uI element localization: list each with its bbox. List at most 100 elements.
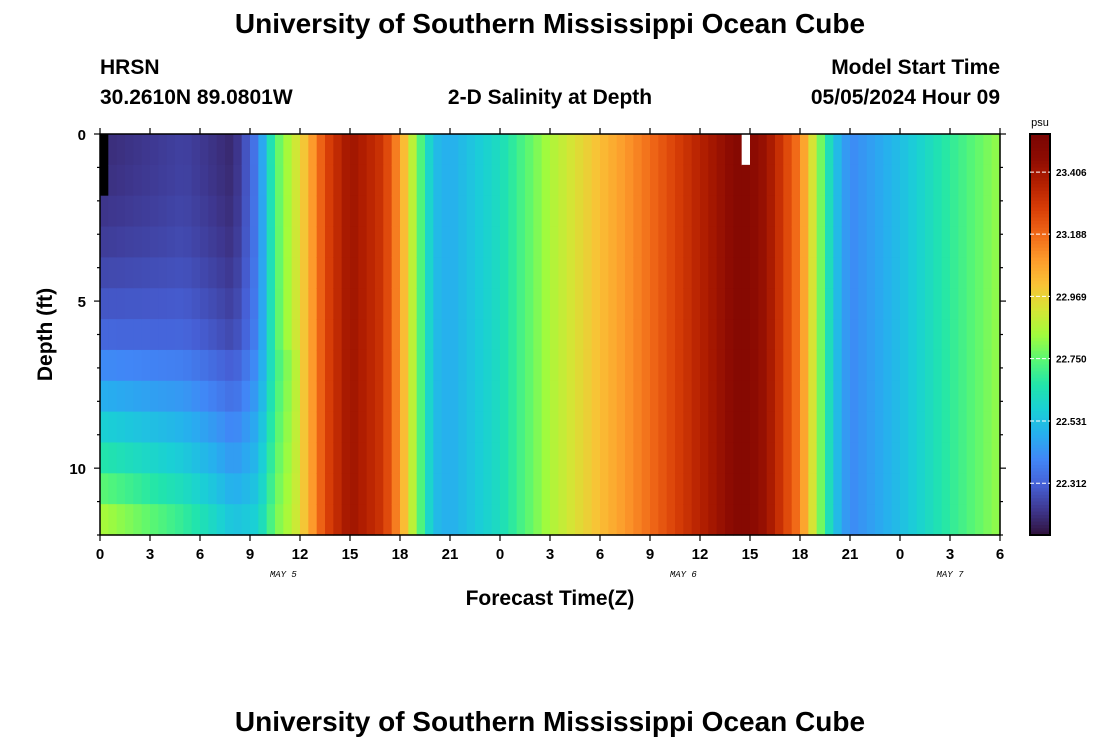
heatmap-cell [358,504,368,536]
heatmap-cell [375,349,384,382]
heatmap-cell [158,195,168,228]
heatmap-cell [516,195,526,228]
model-start-label: Model Start Time [831,56,1000,79]
x-tick-label: 12 [692,546,709,563]
colorbar-segment [1030,244,1050,249]
heatmap-cell [233,504,243,536]
heatmap-cell [316,164,326,197]
heatmap-cell [116,257,126,289]
heatmap-cell [766,288,776,320]
heatmap-cell [391,134,401,166]
heatmap-cell [758,288,768,320]
heatmap-cell [391,349,401,382]
heatmap-cell [150,226,159,258]
y-tick-label: 10 [69,461,86,478]
heatmap-cell [458,257,468,289]
heatmap-cell [825,226,834,258]
heatmap-cell [450,195,459,228]
heatmap-cell [391,473,401,505]
heatmap-cell [808,319,818,351]
heatmap-cell [250,473,259,505]
heatmap-cell [766,164,776,197]
heatmap-cell [583,288,593,320]
heatmap-cell [891,288,901,320]
heatmap-cell [933,411,943,444]
heatmap-cell [766,319,776,351]
heatmap-cell [600,473,609,505]
heatmap-cell [133,380,143,413]
heatmap-cell [341,380,351,413]
heatmap-cell [558,195,568,228]
heatmap-cell [775,473,784,505]
colorbar-tick-label: 22.750 [1056,355,1087,366]
heatmap-cell [316,473,326,505]
heatmap-cell [491,411,501,444]
heatmap-cell [150,473,159,505]
heatmap-cell [400,164,409,197]
heatmap-cell [691,504,701,536]
heatmap-cell [691,226,701,258]
heatmap-cell [958,411,968,444]
heatmap-cell [783,349,793,382]
colorbar-segment [1030,200,1050,205]
colorbar-segment [1030,431,1050,436]
heatmap-cell [116,473,126,505]
heatmap-cell [716,257,726,289]
heatmap-cell [558,257,568,289]
heatmap-cell [841,226,851,258]
heatmap-cell [108,288,118,320]
heatmap-cell [816,257,826,289]
heatmap-cell [558,504,568,536]
heatmap-cell [233,164,243,197]
heatmap-cell [275,257,284,289]
heatmap-cell [608,226,618,258]
heatmap-cell [441,257,451,289]
heatmap-cell [683,504,693,536]
heatmap-cell [600,257,609,289]
heatmap-cell [741,349,751,382]
heatmap-cell [375,473,384,505]
heatmap-cell [416,380,426,413]
heatmap-cell [433,288,443,320]
heatmap-cell [316,195,326,228]
heatmap-cell [741,380,751,413]
heatmap-cell [616,195,626,228]
heatmap-cell [350,473,359,505]
x-tick-label: 9 [246,546,254,563]
heatmap-cell [325,164,334,197]
heatmap-cell [608,164,618,197]
heatmap-cell [108,226,118,258]
heatmap-cell [958,504,968,536]
heatmap-cell [491,195,501,228]
heatmap-cell [541,319,551,351]
heatmap-cell [983,473,993,505]
heatmap-cell [116,134,126,166]
heatmap-cell [191,442,201,474]
heatmap-cell [975,380,984,413]
heatmap-cell [791,380,801,413]
heatmap-cell [716,380,726,413]
heatmap-cell [833,380,843,413]
heatmap-cell [925,349,934,382]
heatmap-cell [833,349,843,382]
heatmap-cell [866,164,876,197]
heatmap-cell [825,504,834,536]
heatmap-cell [808,164,818,197]
heatmap-cell [575,380,584,413]
colorbar-segment [1030,471,1050,476]
heatmap-cell [866,504,876,536]
heatmap-cell [983,319,993,351]
heatmap-cell [666,380,676,413]
heatmap-cell [850,319,859,351]
heatmap-cell [641,442,651,474]
heatmap-cell [900,319,909,351]
heatmap-cell [525,504,534,536]
heatmap-cell [875,164,884,197]
heatmap-cell [225,164,234,197]
heatmap-cell [458,380,468,413]
colorbar-segment [1030,197,1050,202]
heatmap-cell [575,349,584,382]
heatmap-cell [958,442,968,474]
heatmap-cell [525,442,534,474]
heatmap-cell [516,380,526,413]
